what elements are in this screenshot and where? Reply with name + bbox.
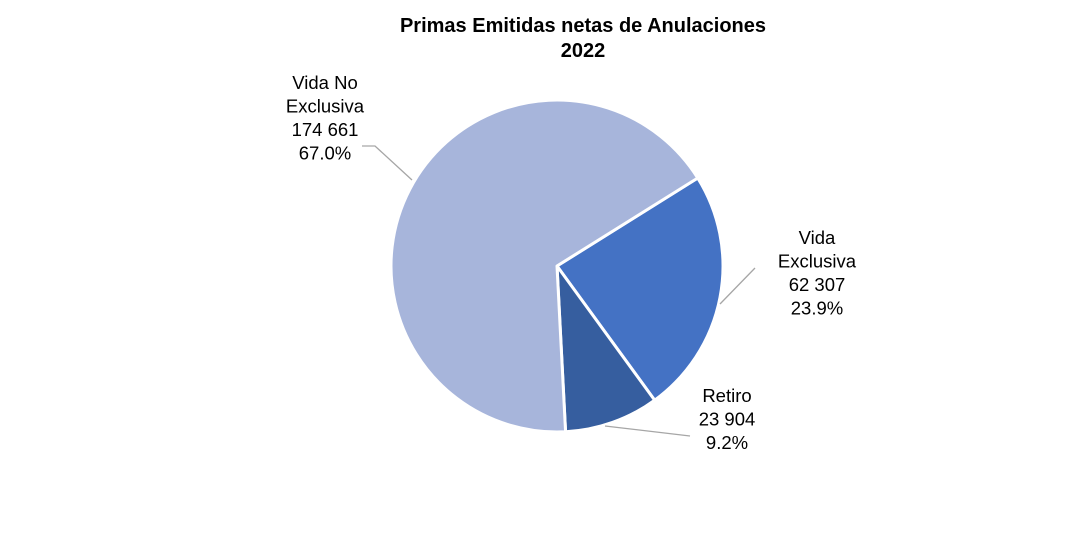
slice-percent: 67.0% xyxy=(299,143,351,164)
slice-name: Exclusiva xyxy=(286,96,365,117)
slice-name: Exclusiva xyxy=(778,251,857,272)
slice-value: 23 904 xyxy=(699,409,756,430)
leader-line-2 xyxy=(604,425,691,437)
slice-name: Vida xyxy=(799,227,836,248)
pie-slice-1 xyxy=(555,176,725,402)
chart-title-block: Primas Emitidas netas de Anulaciones 202… xyxy=(0,14,1077,64)
slice-name: Vida No xyxy=(292,72,357,93)
slice-value: 174 661 xyxy=(292,119,359,140)
slice-value: 62 307 xyxy=(789,274,846,295)
slice-percent: 9.2% xyxy=(706,432,748,453)
chart-subtitle: 2022 xyxy=(560,40,606,62)
slice-name: Retiro xyxy=(702,385,751,406)
slice-percent: 23.9% xyxy=(791,298,843,319)
slice-label-1: Vida Exclusiva 62 307 23.9% xyxy=(778,227,857,319)
slice-label-2: Retiro 23 904 9.2% xyxy=(699,385,756,453)
pie-slice-3 xyxy=(389,98,700,434)
pie-slice-2 xyxy=(555,264,657,434)
slice-label-3: Vida No Exclusiva 174 661 67.0% xyxy=(286,72,365,164)
leader-line-3 xyxy=(362,145,413,181)
leader-line-1 xyxy=(719,267,756,305)
chart-title: Primas Emitidas netas de Anulaciones xyxy=(399,15,767,37)
